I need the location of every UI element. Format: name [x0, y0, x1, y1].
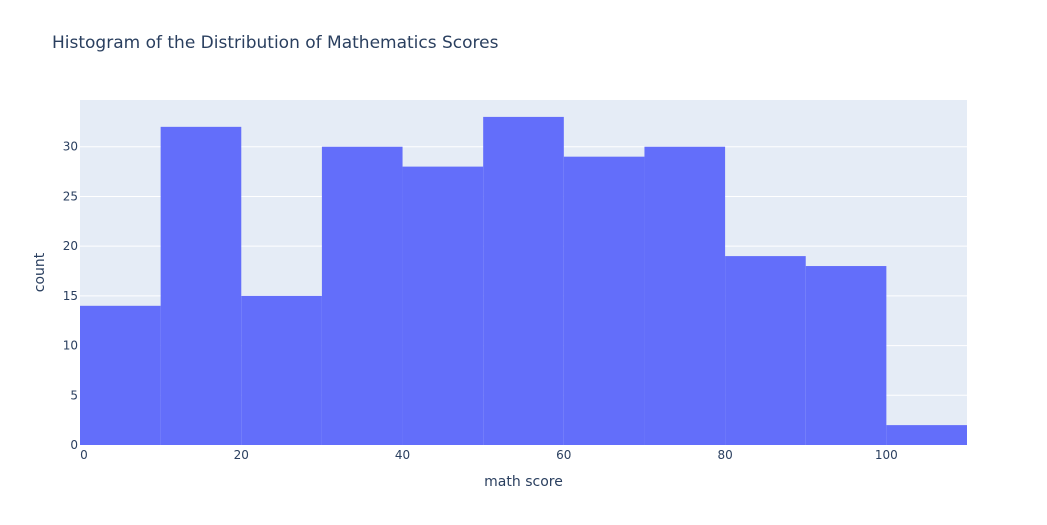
x-tick-label: 80 [717, 448, 732, 462]
x-tick-label: 20 [234, 448, 249, 462]
y-axis-title: count [32, 252, 48, 292]
histogram-bar[interactable] [241, 295, 322, 445]
x-tick-label: 0 [80, 448, 88, 462]
chart-title: Histogram of the Distribution of Mathema… [52, 33, 499, 53]
y-tick-label: 25 [63, 189, 78, 203]
histogram-bar[interactable] [80, 305, 161, 445]
histogram-bar[interactable] [483, 116, 564, 446]
histogram-bar[interactable] [160, 126, 242, 445]
histogram-bar[interactable] [402, 166, 484, 445]
x-tick-label: 40 [395, 448, 410, 462]
histogram-bar[interactable] [321, 146, 403, 445]
y-tick-label: 30 [63, 140, 78, 154]
y-tick-label: 15 [63, 289, 78, 303]
bars [80, 116, 967, 446]
histogram-bar[interactable] [563, 156, 645, 446]
y-tick-label: 5 [70, 388, 78, 402]
x-tick-label: 60 [556, 448, 571, 462]
y-tick-label: 10 [63, 339, 78, 353]
y-tick-label: 0 [70, 438, 78, 452]
histogram-bar[interactable] [725, 256, 806, 445]
y-tick-label: 20 [63, 239, 78, 253]
x-axis-title: math score [484, 474, 563, 490]
x-tick-label: 100 [875, 448, 898, 462]
y-axis-ticks: 0 5 10 15 20 25 30 [63, 140, 78, 452]
x-axis-ticks: 0 20 40 60 80 100 [80, 448, 898, 462]
histogram-bar[interactable] [644, 146, 726, 445]
histogram-bar[interactable] [886, 425, 967, 445]
histogram-bar[interactable] [805, 266, 887, 445]
